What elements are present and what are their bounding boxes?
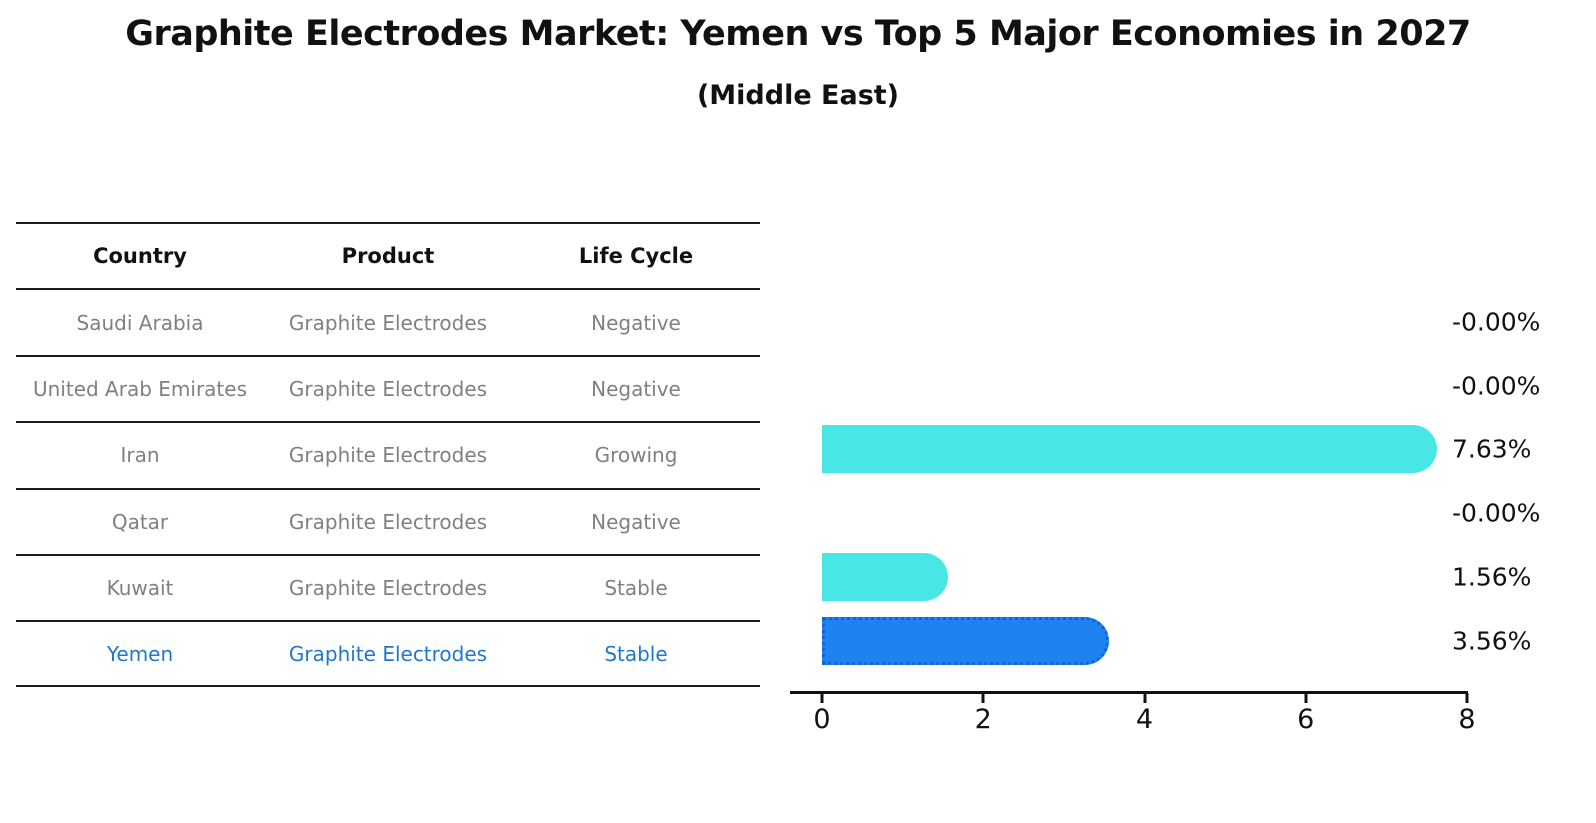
- cell-country: Yemen: [106, 641, 174, 666]
- chart-subtitle: (Middle East): [696, 80, 900, 111]
- cell-life-cycle: Negative: [591, 376, 681, 401]
- header-life-cycle: Life Cycle: [578, 244, 694, 269]
- value-label-iran: 7.63%: [1452, 434, 1532, 464]
- cell-country: United Arab Emirates: [32, 376, 247, 401]
- cell-country: Qatar: [111, 509, 169, 534]
- value-label-qatar: -0.00%: [1452, 498, 1541, 528]
- cell-product: Graphite Electrodes: [288, 443, 488, 468]
- cell-life-cycle: Negative: [591, 509, 681, 534]
- cell-country: Kuwait: [106, 576, 174, 601]
- header-product: Product: [341, 244, 435, 269]
- x-axis-tick-6: [1304, 693, 1308, 703]
- x-axis-tick-label-0: 0: [813, 704, 831, 735]
- table-row-saudi-arabia: Saudi Arabia Graphite Electrodes Negativ…: [16, 288, 760, 354]
- table-row-iran: Iran Graphite Electrodes Growing: [16, 421, 760, 487]
- chart-title: Graphite Electrodes Market: Yemen vs Top…: [125, 14, 1471, 54]
- x-axis-tick-8: [1465, 693, 1469, 703]
- x-axis-line: [790, 691, 1468, 694]
- cell-product: Graphite Electrodes: [288, 509, 488, 534]
- cell-life-cycle: Stable: [604, 641, 668, 666]
- cell-life-cycle: Growing: [594, 443, 678, 468]
- cell-product: Graphite Electrodes: [288, 310, 488, 335]
- x-axis-tick-4: [1143, 693, 1146, 703]
- cell-product: Graphite Electrodes: [288, 576, 488, 601]
- value-label-kuwait: 1.56%: [1452, 562, 1532, 592]
- cell-life-cycle: Stable: [604, 576, 668, 601]
- bar-iran: [822, 425, 1438, 473]
- x-axis-tick-label-6: 6: [1297, 704, 1315, 735]
- table-row-uae: United Arab Emirates Graphite Electrodes…: [16, 354, 760, 421]
- x-axis-tick-label-8: 8: [1458, 704, 1476, 735]
- cell-product: Graphite Electrodes: [288, 376, 488, 401]
- x-axis-tick-label-4: 4: [1135, 704, 1154, 735]
- value-label-yemen: 3.56%: [1452, 626, 1532, 656]
- cell-country: Saudi Arabia: [76, 310, 204, 335]
- x-axis-tick-label-2: 2: [974, 704, 992, 735]
- value-label-uae: -0.00%: [1452, 371, 1541, 401]
- header-country: Country: [93, 244, 187, 269]
- cell-country: Iran: [120, 443, 160, 468]
- table-row-kuwait: Kuwait Graphite Electrodes Stable: [16, 553, 760, 620]
- table-header-row: Country Product Life Cycle: [16, 222, 760, 288]
- country-info-table: Country Product Life Cycle Saudi Arabia …: [16, 222, 760, 687]
- cell-life-cycle: Negative: [591, 310, 681, 335]
- x-axis-tick-2: [981, 693, 985, 703]
- bar-yemen: [822, 617, 1110, 665]
- table-row-qatar: Qatar Graphite Electrodes Negative: [16, 487, 760, 554]
- cell-product: Graphite Electrodes: [288, 641, 488, 666]
- value-label-saudi-arabia: -0.00%: [1452, 307, 1541, 337]
- bar-kuwait: [822, 553, 948, 601]
- x-axis-tick-0: [820, 693, 824, 703]
- table-row-yemen: Yemen Graphite Electrodes Stable: [16, 620, 760, 687]
